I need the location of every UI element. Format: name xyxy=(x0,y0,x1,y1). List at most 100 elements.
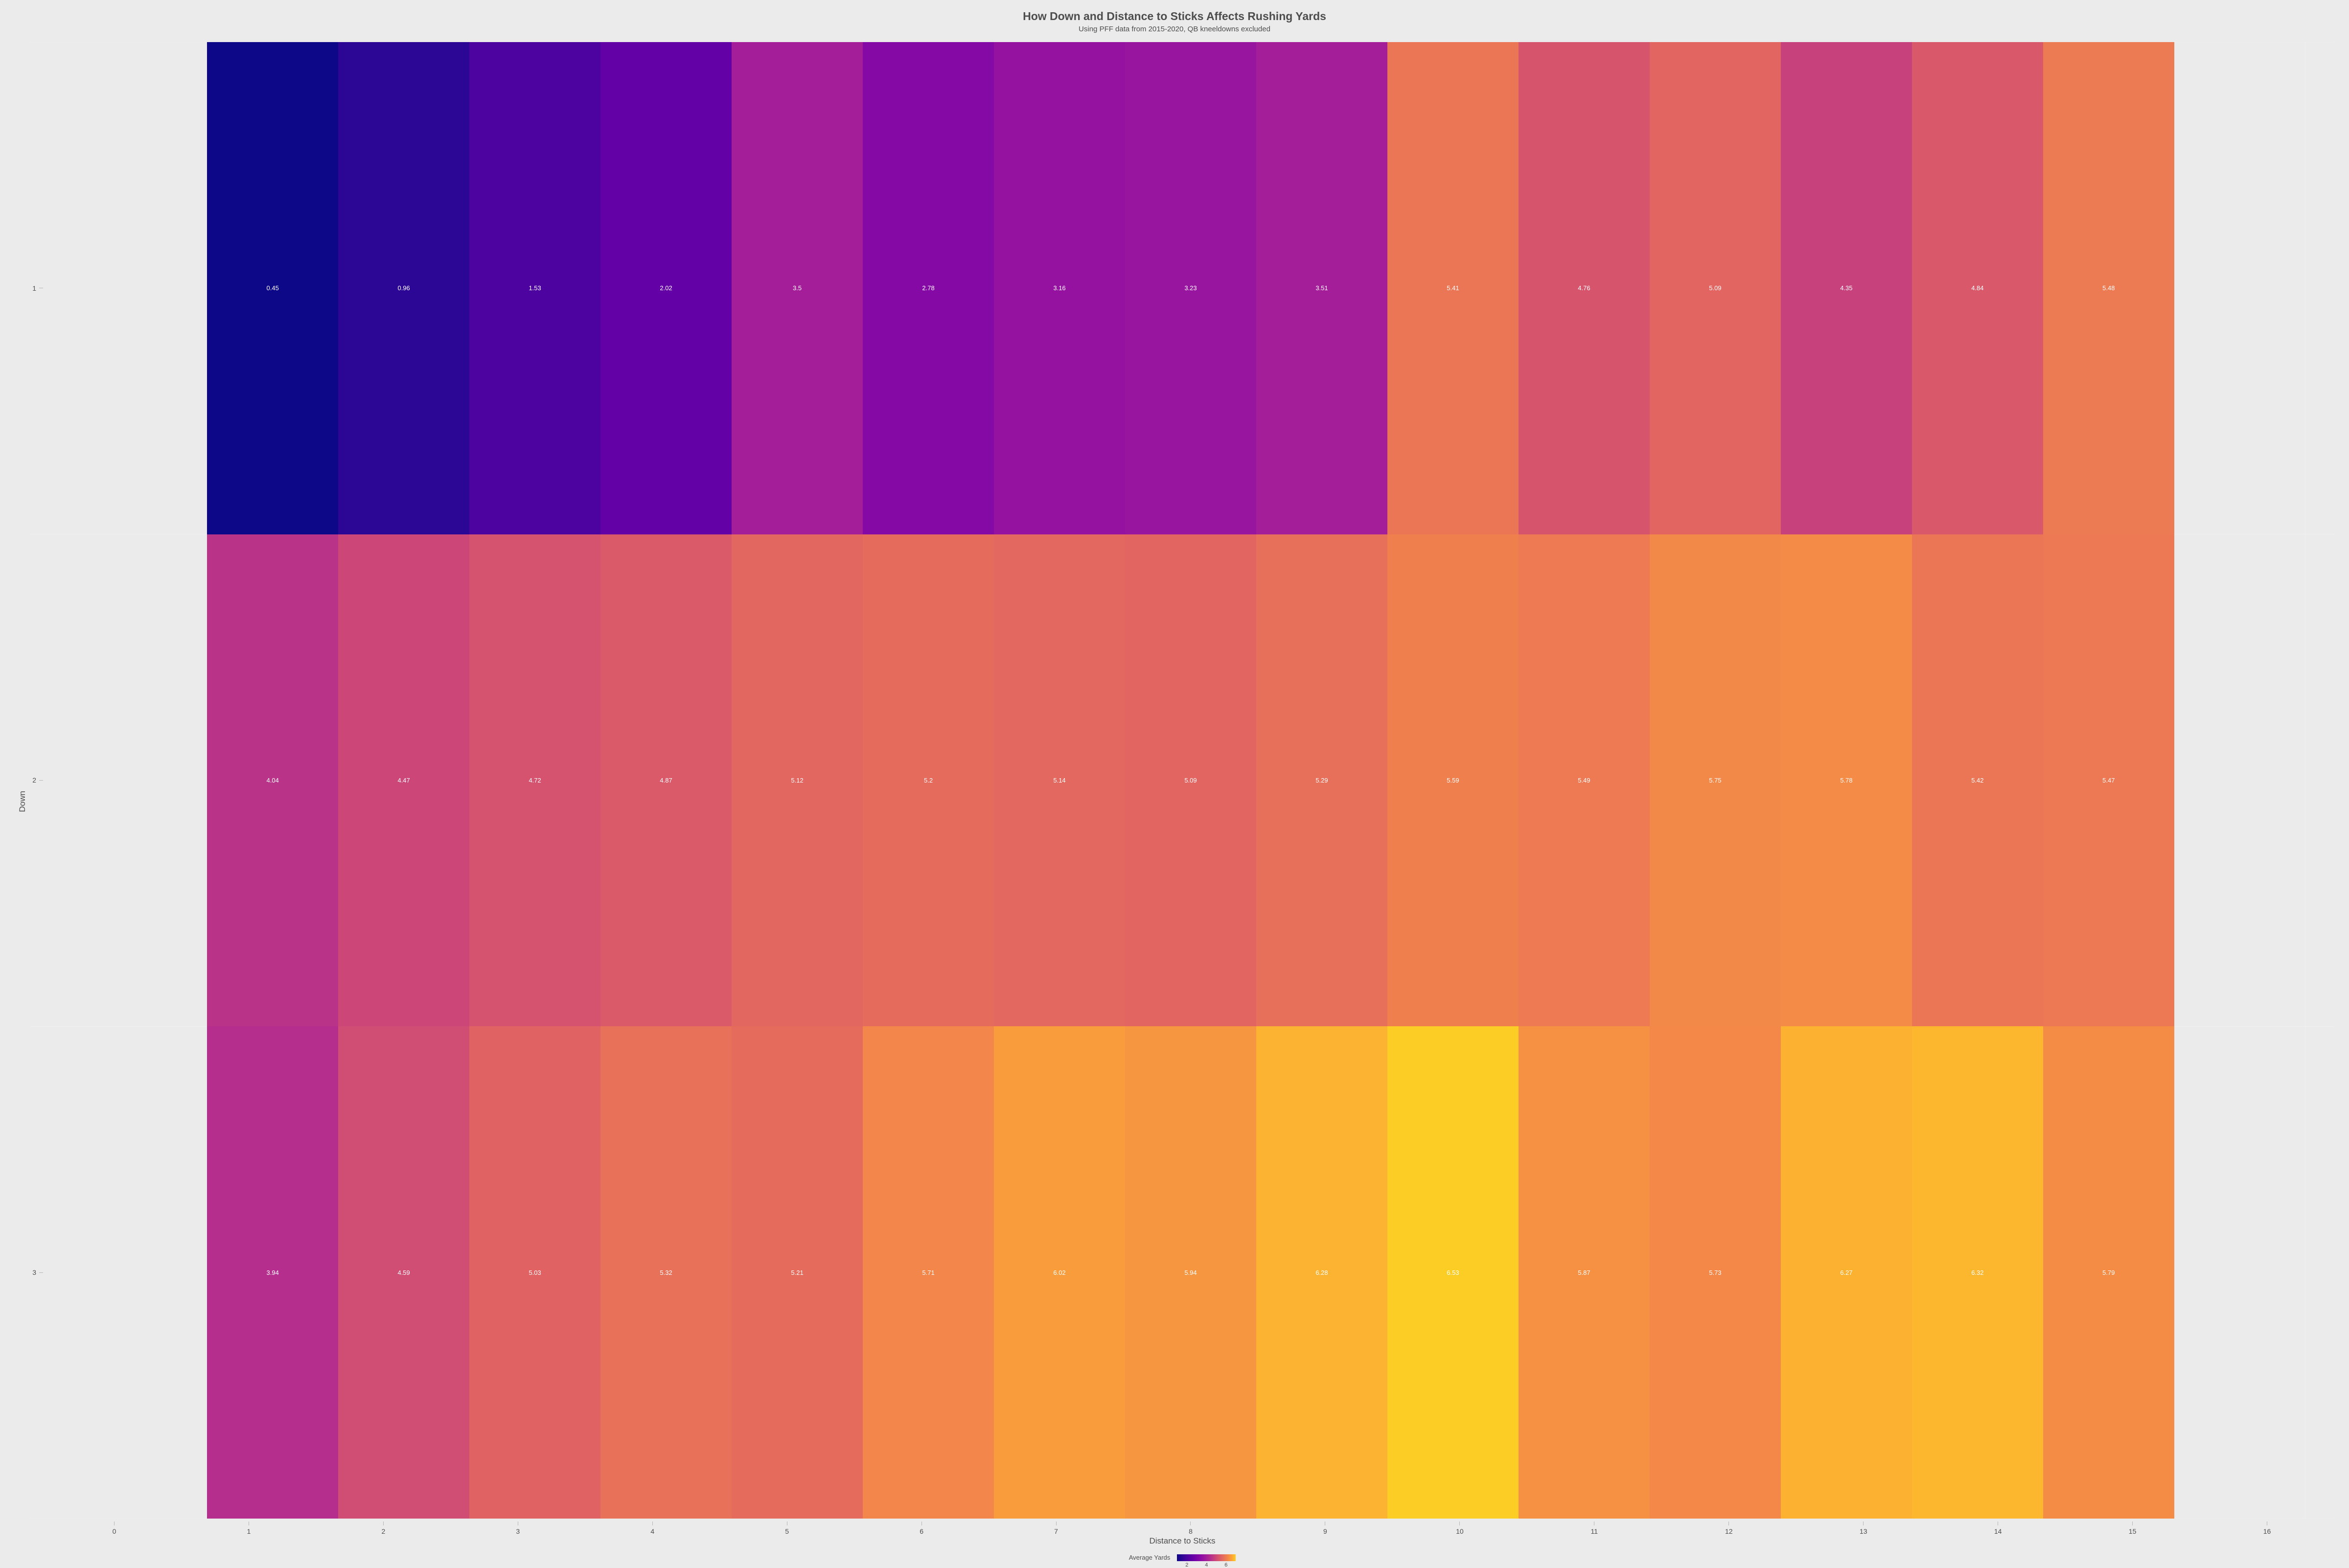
x-tick: 9 xyxy=(1323,1522,1327,1535)
heatmap-cell: 6.53 xyxy=(1387,1026,1519,1519)
y-axis-ticks: 1 2 3 xyxy=(30,42,47,1519)
x-tick-label: 4 xyxy=(650,1527,654,1535)
plot-area: 123 0.450.961.532.023.52.783.163.233.515… xyxy=(30,42,2334,1519)
heatmap-cell: 2.78 xyxy=(863,42,994,534)
x-tick-mark xyxy=(921,1522,922,1525)
x-tick: 8 xyxy=(1189,1522,1193,1535)
chart-container: How Down and Distance to Sticks Affects … xyxy=(0,0,2349,1566)
heatmap-cell: 5.32 xyxy=(600,1026,732,1519)
y-tick: 1 xyxy=(32,284,43,292)
heatmap-cell: 5.03 xyxy=(469,1026,600,1519)
heatmap-cell: 4.72 xyxy=(469,534,600,1027)
x-tick-label: 13 xyxy=(1860,1527,1867,1535)
heatmap-cell: 5.73 xyxy=(1650,1026,1781,1519)
heatmap-cell: 4.04 xyxy=(207,534,338,1027)
x-tick: 14 xyxy=(1994,1522,2002,1535)
x-axis-title: Distance to Sticks xyxy=(30,1536,2334,1546)
heatmap-cell: 0.45 xyxy=(207,42,338,534)
legend-bar-wrap: 246 xyxy=(1177,1554,1236,1561)
heatmap-cell: 5.09 xyxy=(1650,42,1781,534)
heatmap-cell: 1.53 xyxy=(469,42,600,534)
legend-title: Average Yards xyxy=(1129,1554,1171,1561)
heatmap-cell: 6.28 xyxy=(1256,1026,1387,1519)
y-tick: 3 xyxy=(32,1268,43,1276)
x-tick: 4 xyxy=(650,1522,654,1535)
heatmap-cell: 4.35 xyxy=(1781,42,1912,534)
heatmap-cell: 6.32 xyxy=(1912,1026,2043,1519)
x-tick-mark xyxy=(114,1522,115,1525)
legend-bar xyxy=(1177,1554,1236,1561)
y-axis-title: Down xyxy=(15,791,30,812)
x-tick: 15 xyxy=(2129,1522,2137,1535)
legend-tick-label: 4 xyxy=(1205,1562,1208,1568)
y-tick-mark xyxy=(39,1272,43,1273)
x-tick: 11 xyxy=(1591,1522,1598,1535)
heatmap-left-margin xyxy=(47,1026,207,1519)
y-tick: 2 xyxy=(32,776,43,784)
plot-with-ylabel: Down 123 0.450.961.532.023.52.783.163.23… xyxy=(15,42,2334,1561)
heatmap-right-margin xyxy=(2174,1026,2334,1519)
heatmap-cell: 4.47 xyxy=(338,534,469,1027)
x-tick-label: 5 xyxy=(785,1527,789,1535)
heatmap-right-margin xyxy=(2174,42,2334,534)
legend-tick-label: 6 xyxy=(1224,1562,1227,1568)
x-tick: 16 xyxy=(2263,1522,2271,1535)
x-tick-mark xyxy=(383,1522,384,1525)
x-tick: 10 xyxy=(1456,1522,1464,1535)
heatmap-cell: 5.59 xyxy=(1387,534,1519,1027)
x-tick-label: 8 xyxy=(1189,1527,1193,1535)
x-tick: 1 xyxy=(247,1522,251,1535)
heatmap-grid: 0.450.961.532.023.52.783.163.233.515.414… xyxy=(47,42,2334,1519)
chart-subtitle: Using PFF data from 2015-2020, QB kneeld… xyxy=(1023,25,1326,33)
heatmap-cell: 5.42 xyxy=(1912,534,2043,1027)
x-tick-label: 0 xyxy=(113,1527,116,1535)
x-tick-mark xyxy=(2132,1522,2133,1525)
x-axis-spacer xyxy=(30,1519,47,1535)
heatmap-left-margin xyxy=(47,42,207,534)
x-tick-mark xyxy=(1190,1522,1191,1525)
heatmap-cell: 3.16 xyxy=(994,42,1125,534)
heatmap-cell: 5.78 xyxy=(1781,534,1912,1027)
heatmap-right-margin xyxy=(2174,534,2334,1027)
heatmap-cell: 4.87 xyxy=(600,534,732,1027)
heatmap-cell: 0.96 xyxy=(338,42,469,534)
heatmap-cell: 4.84 xyxy=(1912,42,2043,534)
x-tick-label: 16 xyxy=(2263,1527,2271,1535)
x-tick-label: 9 xyxy=(1323,1527,1327,1535)
x-tick-label: 7 xyxy=(1054,1527,1058,1535)
heatmap-cell: 5.49 xyxy=(1519,534,1650,1027)
x-axis-row: 012345678910111213141516 xyxy=(30,1519,2334,1535)
heatmap-cell: 5.2 xyxy=(863,534,994,1027)
x-tick-mark xyxy=(1728,1522,1729,1525)
heatmap-cell: 3.94 xyxy=(207,1026,338,1519)
heatmap-cell: 2.02 xyxy=(600,42,732,534)
heatmap-cell: 5.12 xyxy=(732,534,863,1027)
heatmap-cell: 5.79 xyxy=(2043,1026,2174,1519)
x-tick: 3 xyxy=(516,1522,520,1535)
title-block: How Down and Distance to Sticks Affects … xyxy=(1023,10,1326,33)
x-tick: 5 xyxy=(785,1522,789,1535)
heatmap-cell: 5.09 xyxy=(1125,534,1256,1027)
heatmap-cell: 6.02 xyxy=(994,1026,1125,1519)
legend-ticks: 2 4 6 xyxy=(1177,1562,1236,1568)
x-tick-label: 3 xyxy=(516,1527,520,1535)
x-tick-mark xyxy=(652,1522,653,1525)
legend-tick-label: 2 xyxy=(1185,1562,1188,1568)
heatmap-cell: 4.59 xyxy=(338,1026,469,1519)
heatmap-cell: 5.29 xyxy=(1256,534,1387,1027)
x-tick: 7 xyxy=(1054,1522,1058,1535)
y-tick-mark xyxy=(39,780,43,781)
heatmap-cell: 3.23 xyxy=(1125,42,1256,534)
x-tick: 12 xyxy=(1725,1522,1733,1535)
x-tick-label: 14 xyxy=(1994,1527,2002,1535)
heatmap-cell: 5.71 xyxy=(863,1026,994,1519)
heatmap-cell: 6.27 xyxy=(1781,1026,1912,1519)
x-tick-mark xyxy=(1459,1522,1460,1525)
chart-title: How Down and Distance to Sticks Affects … xyxy=(1023,10,1326,23)
x-tick: 0 xyxy=(113,1522,116,1535)
x-tick-label: 2 xyxy=(381,1527,385,1535)
heatmap-cell: 5.21 xyxy=(732,1026,863,1519)
heatmap-cell: 5.75 xyxy=(1650,534,1781,1027)
y-tick-label: 3 xyxy=(32,1268,36,1276)
heatmap-cell: 3.5 xyxy=(732,42,863,534)
